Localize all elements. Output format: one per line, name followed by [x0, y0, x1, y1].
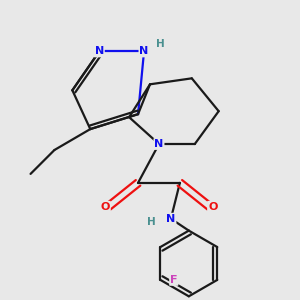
Text: O: O — [208, 202, 218, 212]
Text: N: N — [166, 214, 176, 224]
Text: N: N — [140, 46, 149, 56]
Text: O: O — [100, 202, 110, 212]
Text: H: H — [147, 217, 156, 227]
Text: F: F — [170, 275, 178, 285]
Text: N: N — [154, 139, 164, 149]
Text: N: N — [94, 46, 104, 56]
Text: H: H — [156, 39, 165, 49]
